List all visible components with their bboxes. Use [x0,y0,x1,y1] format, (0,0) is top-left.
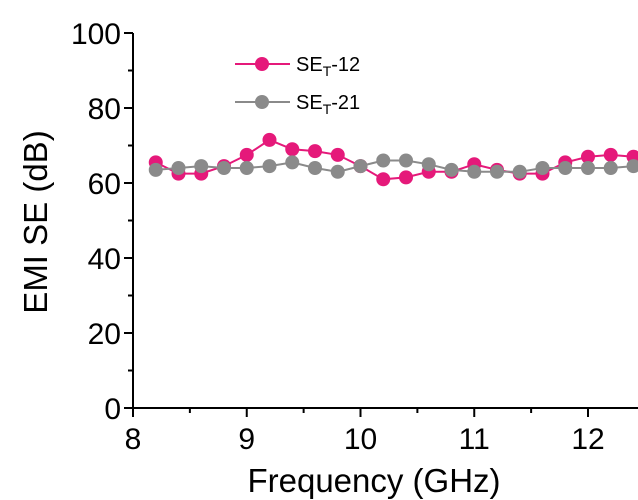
data-point [330,147,345,162]
data-point [148,162,163,177]
x-tick-label: 8 [125,423,142,456]
data-point [285,142,300,157]
data-point [308,161,322,175]
data-point [330,164,345,179]
data-point [171,161,186,175]
data-point [262,159,277,174]
legend-marker [255,95,269,109]
y-tick-label: 100 [71,18,121,51]
data-point [581,161,595,175]
data-point [262,132,277,147]
legend-label: SET-12 [296,54,360,79]
legend-label: SET-21 [296,92,360,117]
data-point [239,161,254,175]
data-point [217,161,231,175]
data-point [353,159,368,174]
tick-marks [124,32,589,417]
data-point [421,157,436,172]
data-point [285,155,300,170]
data-point [399,170,413,185]
data-point [376,153,391,168]
data-point [603,147,618,162]
y-tick-label: 20 [88,318,121,351]
axes [132,33,638,409]
data-point [444,162,459,177]
data-point [467,164,482,179]
data-point [490,164,504,179]
series-21 [148,153,638,179]
data-point [239,147,254,162]
y-tick-label: 0 [104,393,121,426]
series-line [155,159,634,173]
y-axis-title: EMI SE (dB) [17,130,54,313]
data-point [558,161,573,175]
x-tick-label: 12 [571,423,604,456]
data-point [581,149,595,164]
legend-marker [255,57,269,71]
x-axis-title: Frequency (GHz) [247,462,500,499]
data-point [376,172,391,187]
data-point [399,153,413,168]
plot-area [148,132,638,187]
y-tick-label: 40 [88,243,121,276]
legend: SET-12 SET-21 [235,54,360,117]
x-tick-label: 9 [238,423,255,456]
data-point [194,159,209,174]
data-point [512,164,527,179]
x-tick-label: 10 [344,423,377,456]
y-tick-label: 60 [88,168,121,201]
tick-labels: 0 20 40 60 80 100 8 9 10 11 12 [71,18,605,456]
data-point [535,161,550,175]
data-point [626,159,638,174]
x-tick-label: 11 [459,423,490,456]
y-tick-label: 80 [88,93,121,126]
data-point [603,161,618,175]
data-point [308,144,322,159]
